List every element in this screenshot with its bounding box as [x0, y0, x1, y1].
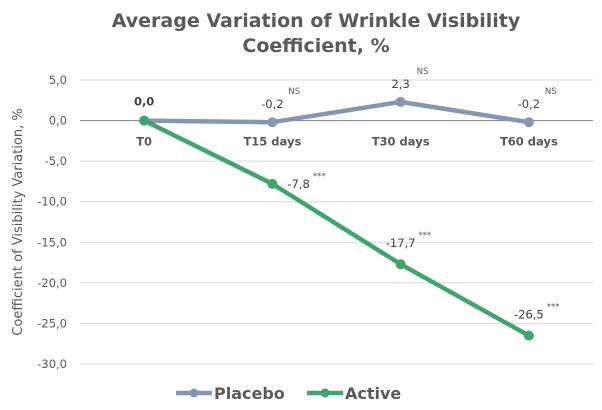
y-tick-label: -15,0	[37, 235, 67, 249]
legend-swatch-marker	[189, 388, 199, 398]
x-category-label: T0	[136, 135, 152, 149]
data-label-active: 0,0	[134, 95, 154, 109]
series-line-active	[143, 118, 530, 338]
x-category-label: T15 days	[243, 135, 301, 149]
chart-title-line-1: Average Variation of Wrinkle Visibility	[112, 10, 521, 32]
data-point-active	[395, 259, 406, 270]
y-tick-label: -30,0	[37, 357, 67, 371]
y-tick-label: -5,0	[45, 154, 67, 168]
legend-item-active: Active	[307, 384, 401, 403]
significance-label-placebo: NS	[288, 87, 300, 97]
legend-item-placebo: Placebo	[176, 384, 285, 403]
x-category-label: T60 days	[500, 135, 558, 149]
series-group	[139, 96, 534, 341]
significance-label-active: ***	[313, 172, 326, 182]
legend-swatch-marker	[320, 388, 330, 398]
legend-label: Placebo	[214, 384, 285, 403]
significance-label-placebo: NS	[545, 87, 557, 97]
y-tick-label: -25,0	[37, 316, 67, 330]
data-point-placebo	[523, 117, 534, 128]
x-axis-categories: T0 T15 days T30 days T60 days	[136, 135, 558, 149]
data-point-placebo	[395, 96, 406, 107]
y-axis-label: Coefficient of Visibility Variation, %	[11, 108, 26, 335]
data-label-active: -26,5	[514, 308, 544, 322]
data-point-active	[523, 330, 534, 341]
y-tick-label: 0,0	[49, 114, 67, 128]
legend-label: Active	[345, 384, 401, 403]
y-tick-label: -10,0	[37, 195, 67, 209]
y-tick-label: 5,0	[49, 73, 67, 87]
y-axis-ticks: 5,0 0,0 -5,0 -10,0 -15,0 -20,0 -25,0 -30,0	[37, 73, 67, 371]
data-point-active	[267, 178, 278, 189]
data-label-placebo: -0,2	[261, 97, 283, 111]
data-point-active	[139, 115, 150, 126]
significance-label-active: ***	[419, 231, 432, 241]
series-line-placebo	[144, 99, 530, 125]
data-label-active: -7,8	[287, 177, 309, 191]
data-point-placebo	[267, 117, 278, 128]
significance-label-placebo: NS	[417, 67, 429, 77]
significance-label-active: ***	[547, 303, 560, 313]
data-label-active: -17,7	[386, 236, 416, 250]
data-label-placebo: 2,3	[391, 77, 409, 91]
x-category-label: T30 days	[372, 135, 430, 149]
legend: Placebo Active	[176, 384, 401, 403]
chart-title-line-2: Coefficient, %	[242, 35, 389, 57]
data-label-placebo: -0,2	[518, 97, 540, 111]
y-tick-label: -20,0	[37, 276, 67, 290]
